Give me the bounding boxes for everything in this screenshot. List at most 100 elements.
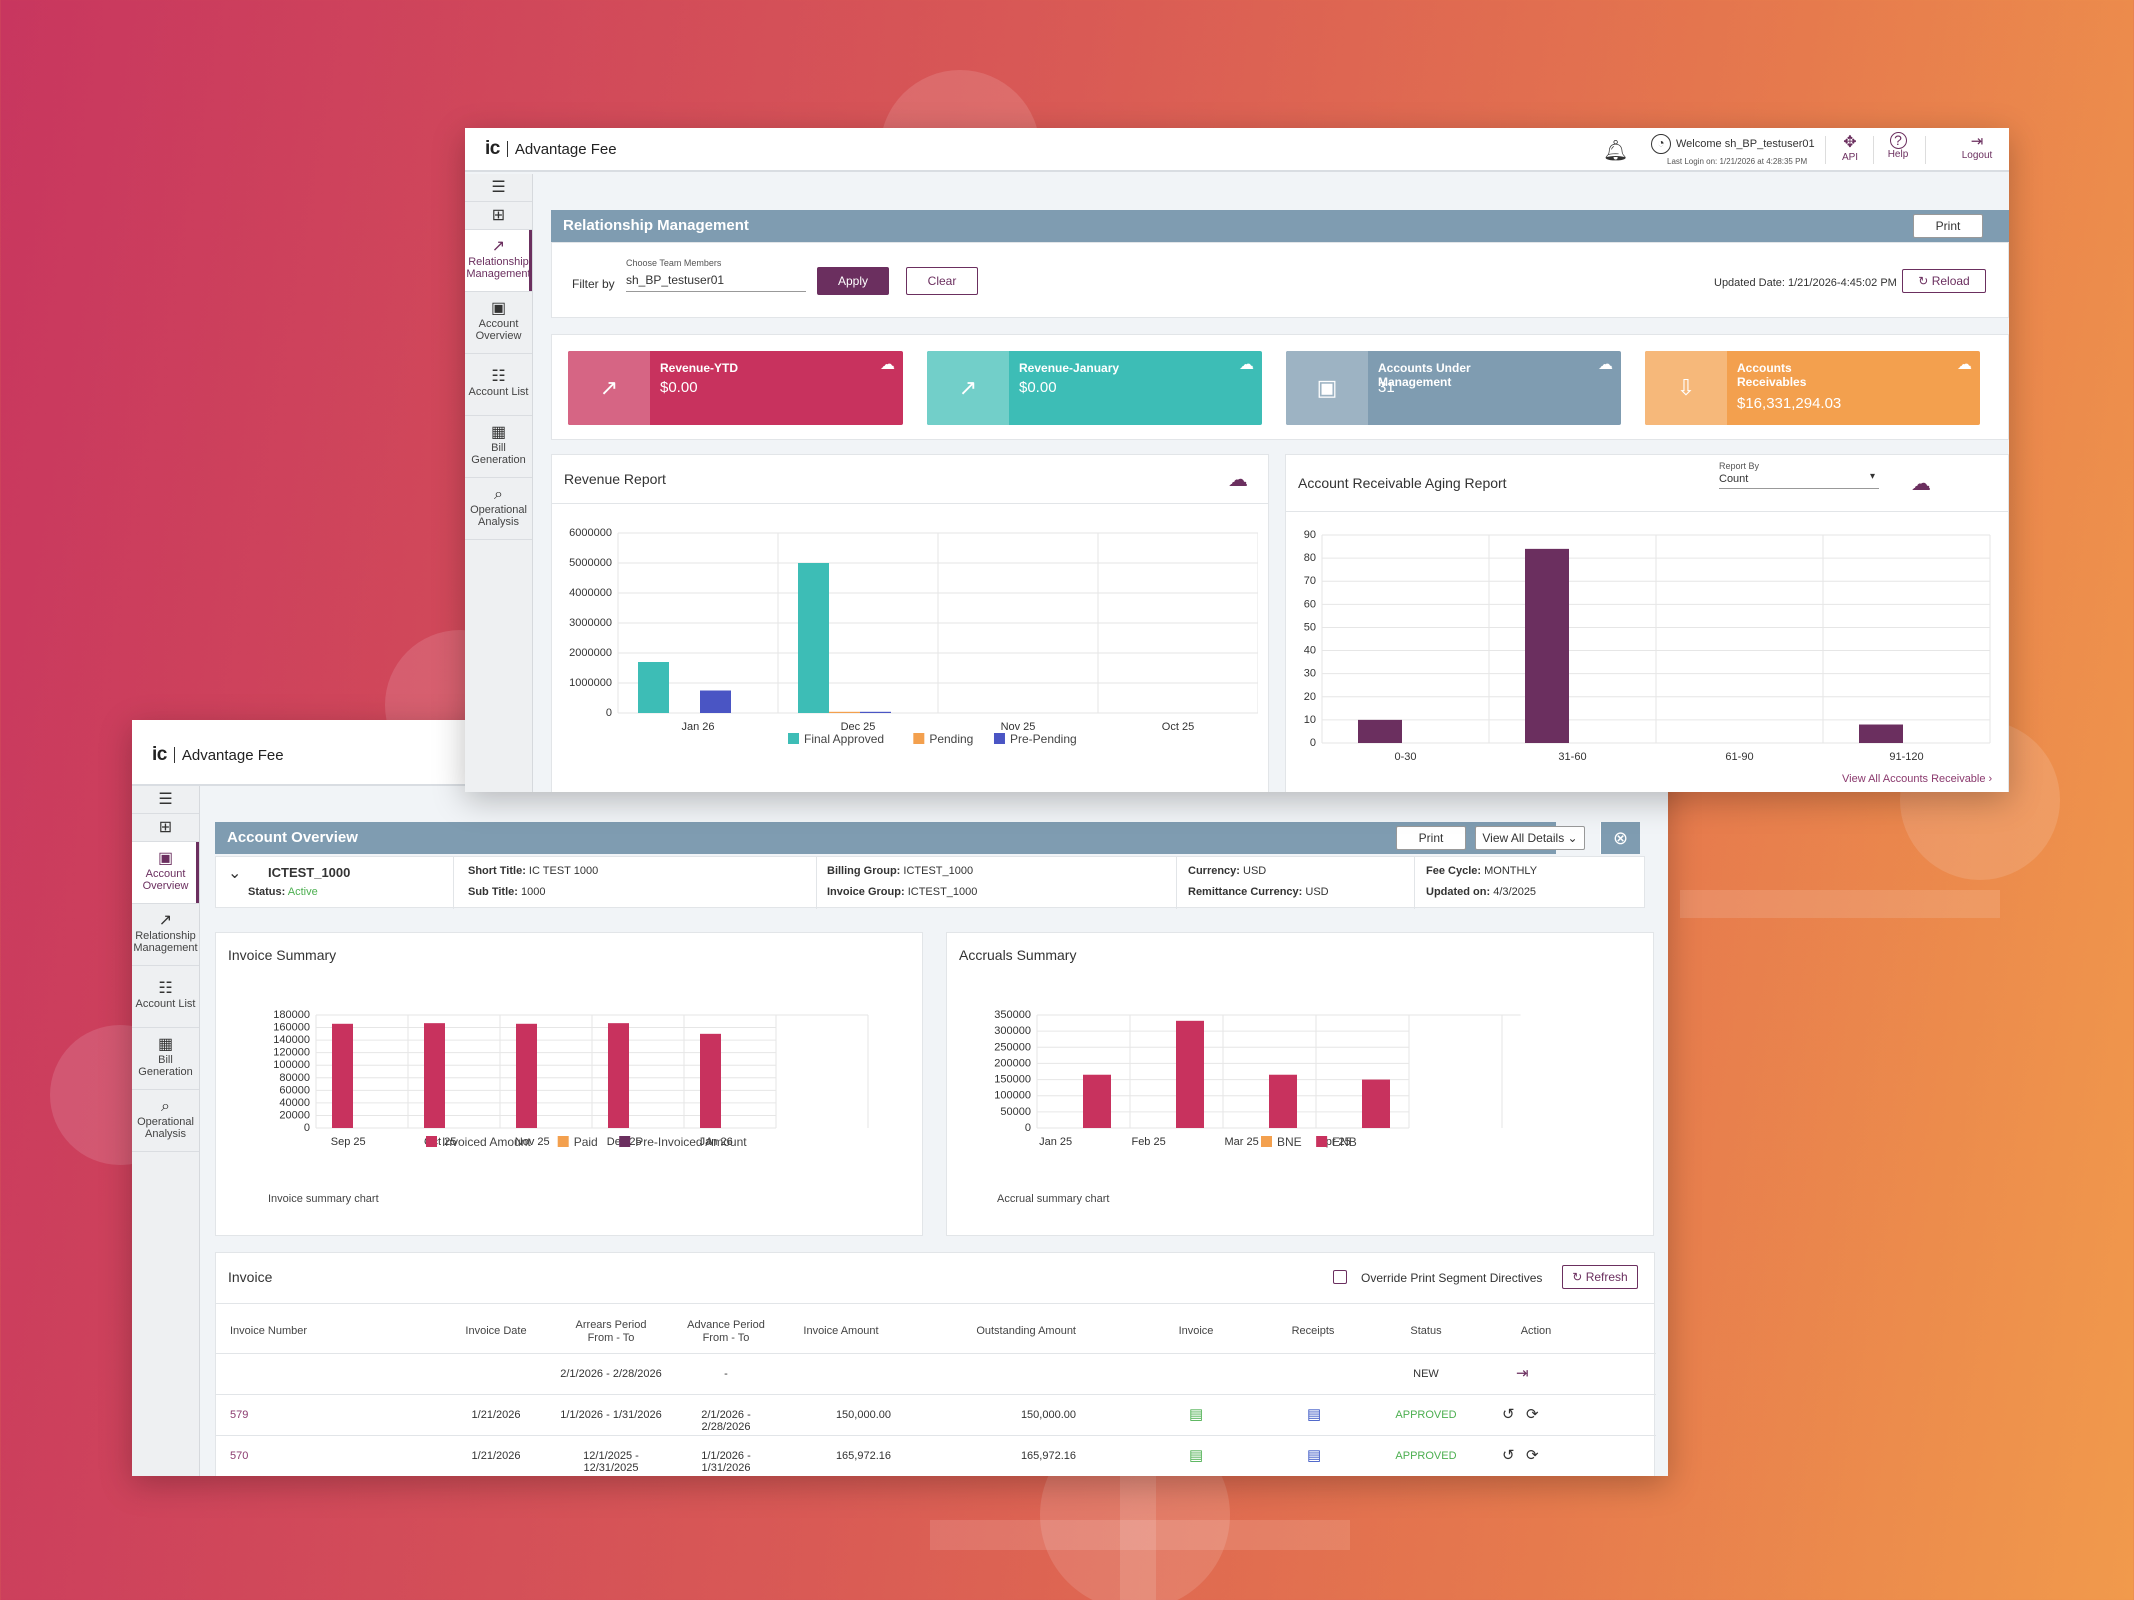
- view-all-receivables-link[interactable]: View All Accounts Receivable ›: [1842, 773, 1993, 785]
- help-button[interactable]: ? Help: [1887, 132, 1909, 160]
- apply-button[interactable]: Apply: [817, 267, 889, 295]
- x-tick-label: 61-90: [1725, 751, 1753, 763]
- report-by-select[interactable]: Count ▾: [1719, 471, 1879, 489]
- y-tick-label: 150000: [994, 1074, 1031, 1086]
- brand-logo[interactable]: ic Advantage Fee: [152, 744, 284, 765]
- reprocess-icon[interactable]: ↺: [1502, 1447, 1515, 1464]
- invoice-document-icon[interactable]: ▤: [1189, 1447, 1204, 1464]
- sidebar-item-account-overview[interactable]: ▣ Account Overview: [132, 842, 199, 904]
- x-tick-label: 0-30: [1394, 751, 1416, 763]
- column-header-advance-period-from-to[interactable]: Advance Period From - To: [687, 1319, 765, 1344]
- column-header-invoice[interactable]: Invoice: [1178, 1325, 1214, 1337]
- invoice-number-link[interactable]: 570: [230, 1450, 249, 1462]
- override-checkbox[interactable]: [1333, 1270, 1347, 1284]
- sync-icon[interactable]: ⟳: [1526, 1406, 1539, 1423]
- bar: [1859, 724, 1903, 743]
- receipt-document-icon[interactable]: ▤: [1307, 1406, 1322, 1423]
- hamburger-menu-icon: ☰: [491, 178, 506, 196]
- collapse-chevron-icon[interactable]: ⌄: [228, 865, 242, 882]
- sidebar-item-operational-analysis[interactable]: ⌕ Operational Analysis: [465, 478, 532, 540]
- sync-icon[interactable]: ⟳: [1526, 1447, 1539, 1464]
- sidebar-item-relationship-management[interactable]: ↗ Relationship Management: [465, 230, 532, 292]
- grid-apps-icon: ⊞: [491, 206, 506, 224]
- download-cloud-icon[interactable]: ☁: [1228, 469, 1248, 491]
- brand-logo[interactable]: ic Advantage Fee: [485, 138, 617, 159]
- kpi-card-revenue-january[interactable]: ↗ Revenue-January $0.00 ☁: [927, 351, 1262, 425]
- reprocess-icon[interactable]: ↺: [1502, 1406, 1515, 1423]
- sidebar-item-operational-analysis[interactable]: ⌕ Operational Analysis: [132, 1090, 199, 1152]
- sidebar-item-account-list[interactable]: ☷ Account List: [132, 966, 199, 1028]
- download-cloud-icon[interactable]: ☁: [1598, 356, 1613, 373]
- kpi-label: Accounts Receivables: [1737, 361, 1807, 389]
- bell-icon[interactable]: 🔔︎: [1603, 140, 1629, 162]
- generate-invoice-icon[interactable]: ⇥: [1516, 1365, 1529, 1382]
- column-header-status[interactable]: Status: [1410, 1325, 1442, 1337]
- team-members-select[interactable]: sh_BP_testuser01: [626, 273, 806, 292]
- reload-button[interactable]: ↻ Reload: [1902, 269, 1986, 293]
- bar: [332, 1023, 353, 1128]
- sidebar-item-bill-generation[interactable]: ▦ Bill Generation: [465, 416, 532, 478]
- refresh-icon: ↻: [1572, 1270, 1583, 1284]
- accruals-summary-chart: 0 50000 100000 150000 200000 250000 300000 3500…: [994, 1009, 1521, 1149]
- column-header-invoice-number[interactable]: Invoice Number: [230, 1325, 308, 1337]
- column-header-outstanding-amount[interactable]: Outstanding Amount: [976, 1325, 1076, 1337]
- y-tick-label: 80: [1304, 552, 1316, 564]
- print-button[interactable]: Print: [1913, 214, 1983, 238]
- kpi-card-accounts-receivables[interactable]: ⇩ Accounts Receivables $16,331,294.03 ☁: [1645, 351, 1980, 425]
- legend-swatch: [1261, 1136, 1272, 1147]
- sidebar-item-bill-generation[interactable]: ▦ Bill Generation: [132, 1028, 199, 1090]
- relationship-management-window: ic Advantage Fee 🔔︎ ◔ Welcome sh_BP_testu…: [465, 128, 2009, 792]
- account-overview-icon: ▣: [157, 850, 174, 867]
- api-icon: ✥: [1843, 134, 1857, 151]
- sidebar-item-relationship-management[interactable]: ↗ Relationship Management: [132, 904, 199, 966]
- column-header-receipts[interactable]: Receipts: [1291, 1325, 1335, 1337]
- bar: [1269, 1074, 1297, 1128]
- kpi-card-accounts-under-management[interactable]: ▣ Accounts Under Management 31 ☁: [1286, 351, 1621, 425]
- user-avatar-icon[interactable]: ◔: [1651, 134, 1671, 154]
- invoice-summary-title: Invoice Summary: [228, 947, 337, 963]
- legend-swatch: [788, 733, 799, 744]
- column-header-arrears-period-from-to[interactable]: Arrears Period From - To: [575, 1319, 647, 1344]
- y-tick-label: 200000: [994, 1057, 1031, 1069]
- sidebar-item-label: Bill Generation: [138, 1054, 193, 1078]
- updated-date: Updated Date: 1/21/2026-4:45:02 PM: [1714, 277, 1897, 289]
- status-value: Active: [287, 886, 318, 898]
- column-header-invoice-amount[interactable]: Invoice Amount: [803, 1325, 879, 1337]
- clear-button[interactable]: Clear: [906, 267, 978, 295]
- receipt-document-icon[interactable]: ▤: [1307, 1447, 1322, 1464]
- download-cloud-icon[interactable]: ☁: [880, 356, 895, 373]
- last-login: Last Login on: 1/21/2026 at 4:28:35 PM: [1667, 157, 1808, 166]
- bar: [424, 1023, 445, 1128]
- relationship-management-content: Relationship Management Print Filter by …: [533, 174, 2009, 792]
- relationship-management-header: Relationship Management: [551, 210, 2009, 242]
- sidebar-item-account-list[interactable]: ☷ Account List: [465, 354, 532, 416]
- view-all-details-button[interactable]: View All Details ⌄: [1475, 826, 1585, 850]
- apps-grid-button[interactable]: ⊞: [465, 202, 532, 230]
- download-cloud-icon[interactable]: ☁: [1239, 356, 1254, 373]
- api-button[interactable]: ✥ API: [1835, 132, 1865, 163]
- menu-toggle-button[interactable]: ☰: [132, 786, 199, 814]
- invoice-amount: 150,000.00: [835, 1409, 891, 1421]
- print-button[interactable]: Print: [1396, 826, 1466, 850]
- sidebar: ☰ ⊞ ▣ Account Overview ↗ Relationship Managem…: [132, 786, 200, 1476]
- kpi-card-revenue-ytd[interactable]: ↗ Revenue-YTD $0.00 ☁: [568, 351, 903, 425]
- download-cloud-icon[interactable]: ☁: [1957, 356, 1972, 373]
- download-cloud-icon[interactable]: ☁: [1911, 473, 1931, 495]
- y-tick-label: 60000: [279, 1084, 310, 1096]
- refresh-button[interactable]: ↻ Refresh: [1562, 1265, 1638, 1289]
- column-header-action[interactable]: Action: [1520, 1325, 1552, 1337]
- legend-label: Paid: [574, 1135, 598, 1149]
- column-header-invoice-date[interactable]: Invoice Date: [465, 1325, 527, 1337]
- invoice-document-icon[interactable]: ▤: [1189, 1406, 1204, 1423]
- x-tick-label: Feb 25: [1131, 1136, 1165, 1148]
- apps-grid-button[interactable]: ⊞: [132, 814, 199, 842]
- logout-button[interactable]: ⇥ Logout: [1955, 132, 1999, 161]
- close-icon[interactable]: ⊗: [1600, 822, 1640, 854]
- sidebar-item-account-overview[interactable]: ▣ Account Overview: [465, 292, 532, 354]
- aging-report-chart: 0 10 20 30 40 50 60 70 80 90 0-30 31-60 61-90 91-120: [1304, 529, 1991, 763]
- kpi-cards-panel: ↗ Revenue-YTD $0.00 ☁ ↗ Revenue-January $0.00 ☁…: [551, 334, 2009, 440]
- invoice-number-link[interactable]: 579: [230, 1409, 249, 1421]
- menu-toggle-button[interactable]: ☰: [465, 174, 532, 202]
- kpi-value: $0.00: [660, 379, 698, 396]
- arrears-period: 2/1/2026 - 2/28/2026: [560, 1368, 662, 1380]
